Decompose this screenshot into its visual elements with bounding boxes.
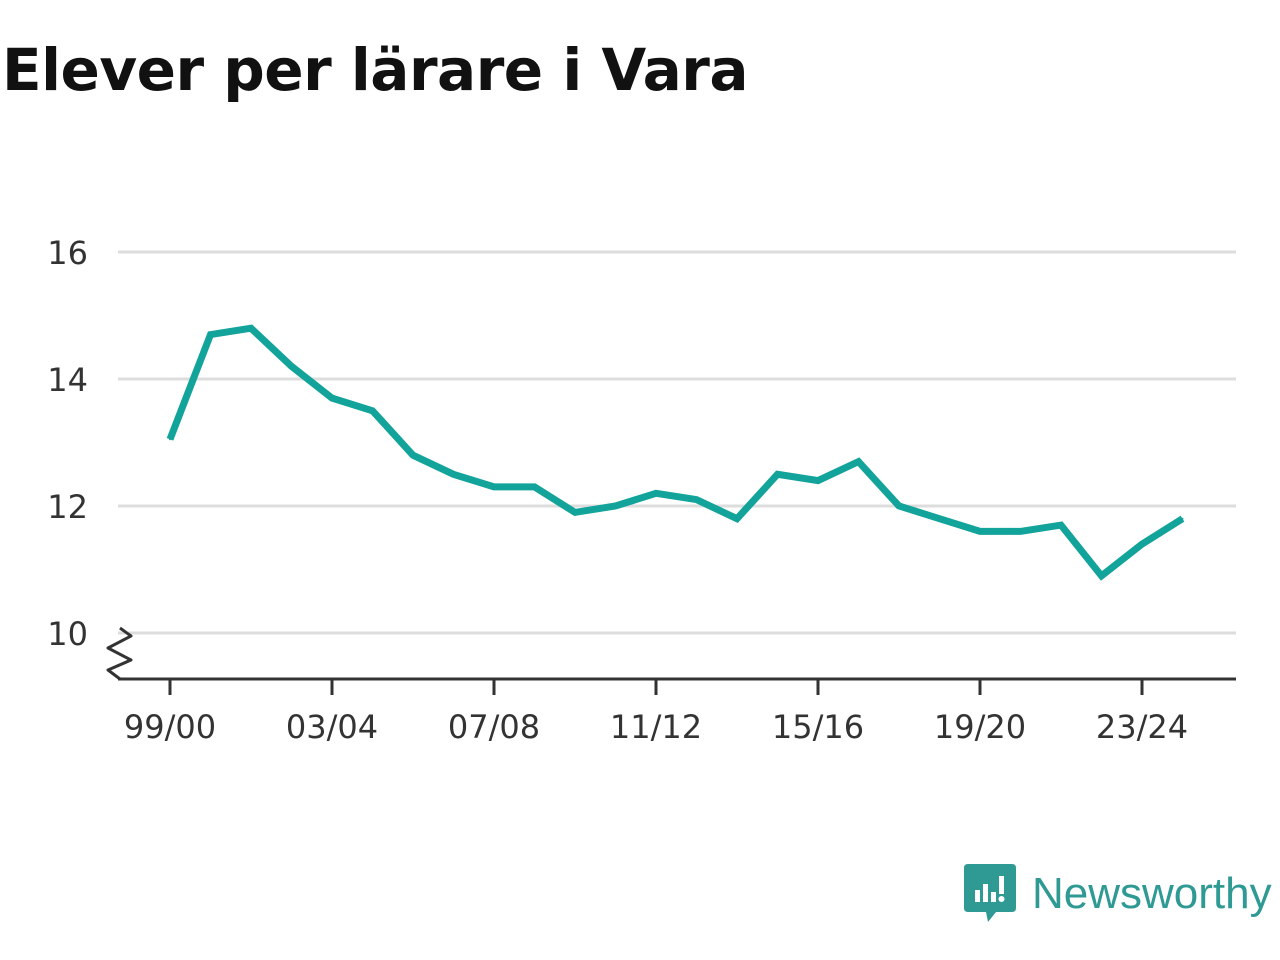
- data-point: [493, 485, 495, 488]
- data-point: [1019, 530, 1022, 533]
- data-point: [574, 511, 576, 514]
- data-point: [331, 397, 333, 400]
- x-axis: [106, 626, 1236, 695]
- data-point: [412, 454, 414, 457]
- newsworthy-logo-icon: [964, 864, 1016, 922]
- data-point: [1060, 524, 1062, 527]
- data-point: [857, 460, 860, 463]
- data-point: [1141, 543, 1143, 546]
- x-tick-label: 15/16: [772, 708, 864, 746]
- data-point: [898, 505, 900, 507]
- data-point: [371, 409, 374, 412]
- data-point: [1181, 517, 1184, 520]
- y-tick-label: 16: [47, 234, 88, 272]
- x-tick-labels: 99/00 03/04 07/08 11/12 15/16 19/20 23/24: [124, 708, 1188, 746]
- y-tick-labels: 10 12 14 16: [47, 234, 88, 653]
- y-tick-label: 14: [47, 361, 88, 399]
- x-tick-label: 23/24: [1096, 708, 1188, 746]
- series-line: [166, 324, 1185, 581]
- x-tick-label: 99/00: [124, 708, 216, 746]
- data-point: [979, 530, 981, 533]
- axis-break-icon: [106, 626, 133, 681]
- data-point: [695, 498, 698, 501]
- data-point: [1100, 574, 1103, 577]
- data-point: [736, 517, 738, 520]
- data-point: [938, 517, 941, 520]
- data-point: [169, 438, 171, 441]
- brand-name: Newsworthy: [1032, 869, 1272, 918]
- x-tick-label: 03/04: [286, 708, 378, 746]
- data-point: [290, 365, 293, 368]
- series-layer: [166, 324, 1185, 581]
- x-tick-label: 11/12: [610, 708, 702, 746]
- y-tick-label: 12: [47, 488, 88, 526]
- grid-lines: [118, 250, 1236, 635]
- x-tick-label: 07/08: [448, 708, 540, 746]
- data-point: [452, 473, 455, 476]
- chart-title: Elever per lärare i Vara: [2, 36, 749, 104]
- data-point: [533, 485, 536, 488]
- data-point: [655, 492, 657, 495]
- data-point: [209, 333, 212, 336]
- data-point: [614, 505, 617, 507]
- brand-logo: Newsworthy: [964, 864, 1272, 924]
- data-point: [250, 327, 252, 330]
- data-point: [817, 479, 819, 482]
- x-tick-label: 19/20: [934, 708, 1026, 746]
- data-point: [776, 473, 779, 476]
- y-tick-label: 10: [47, 615, 88, 653]
